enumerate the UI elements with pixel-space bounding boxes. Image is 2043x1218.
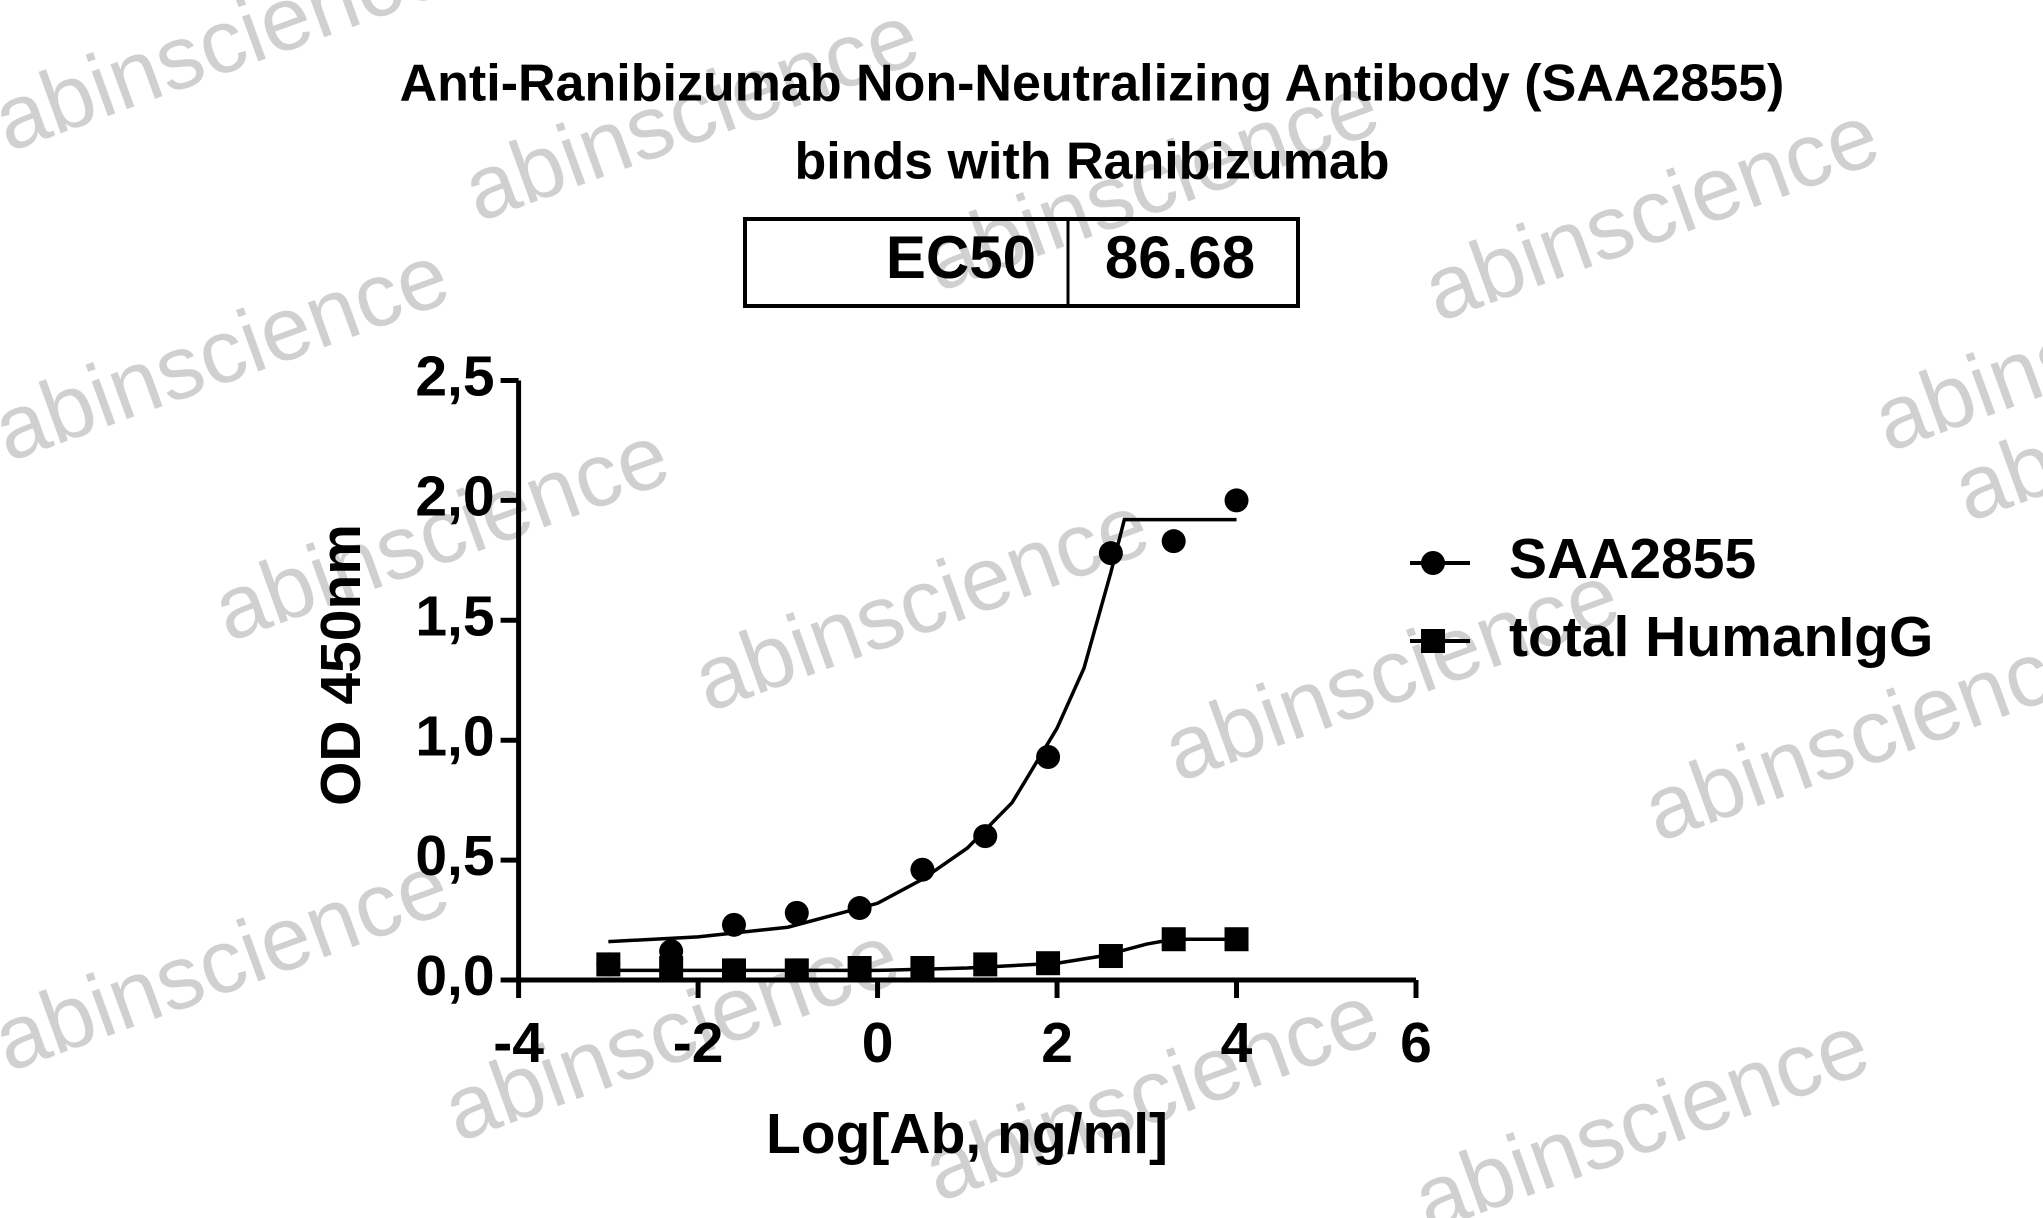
marker [1036,744,1061,769]
marker [1224,927,1249,952]
marker [1036,951,1061,976]
ec50-box [743,217,1300,308]
legend-label: total HumanIgG [1509,605,1933,669]
marker [973,824,998,849]
marker [721,958,746,983]
marker [1098,541,1123,566]
marker [973,952,998,977]
x-tick-label: -2 [673,1011,724,1075]
marker [847,956,872,981]
watermark: abinscience [0,835,462,1092]
chart-title: Anti-Ranibizumab Non-Neutralizing Antibo… [400,55,1785,113]
y-tick-label: 0,5 [415,824,494,888]
marker [910,857,935,882]
y-tick-label: 0,0 [415,944,494,1008]
watermark: abinscience [0,0,462,171]
marker [721,912,746,937]
x-axis-label: Log[Ab, ng/ml] [766,1102,1168,1166]
watermark: abinscience [911,965,1392,1218]
y-tick-label: 2,0 [415,464,494,528]
marker [784,900,809,925]
x-tick-label: -4 [493,1011,544,1075]
marker [847,896,872,921]
x-tick-label: 0 [862,1011,894,1075]
fit-curve [608,517,1237,944]
watermark: abinscience [681,475,1162,732]
x-tick-label: 4 [1221,1011,1253,1075]
x-tick-label: 2 [1041,1011,1073,1075]
legend-marker [1421,551,1445,575]
marker [784,958,809,983]
legend-marker [1421,629,1445,653]
watermark: abinscience [1411,85,1892,342]
marker [659,956,684,981]
marker [1224,488,1249,513]
y-tick-label: 2,5 [415,345,494,409]
x-tick-label: 6 [1400,1011,1432,1075]
ec50-value: 86.68 [1105,224,1255,291]
y-axis-label: OD 450nm [309,524,373,806]
chart-title: binds with Ranibizumab [794,133,1389,191]
legend-label: SAA2855 [1509,527,1756,591]
watermark: abinscience [0,225,462,482]
marker [1098,944,1123,969]
y-tick-label: 1,5 [415,584,494,648]
marker [910,956,935,981]
watermark: abinscience [1401,995,1882,1218]
marker [1161,927,1186,952]
watermark: abinscience [451,0,932,241]
marker [596,952,621,977]
marker [1161,529,1186,554]
ec50-label: EC50 [886,224,1036,291]
y-tick-label: 1,0 [415,704,494,768]
